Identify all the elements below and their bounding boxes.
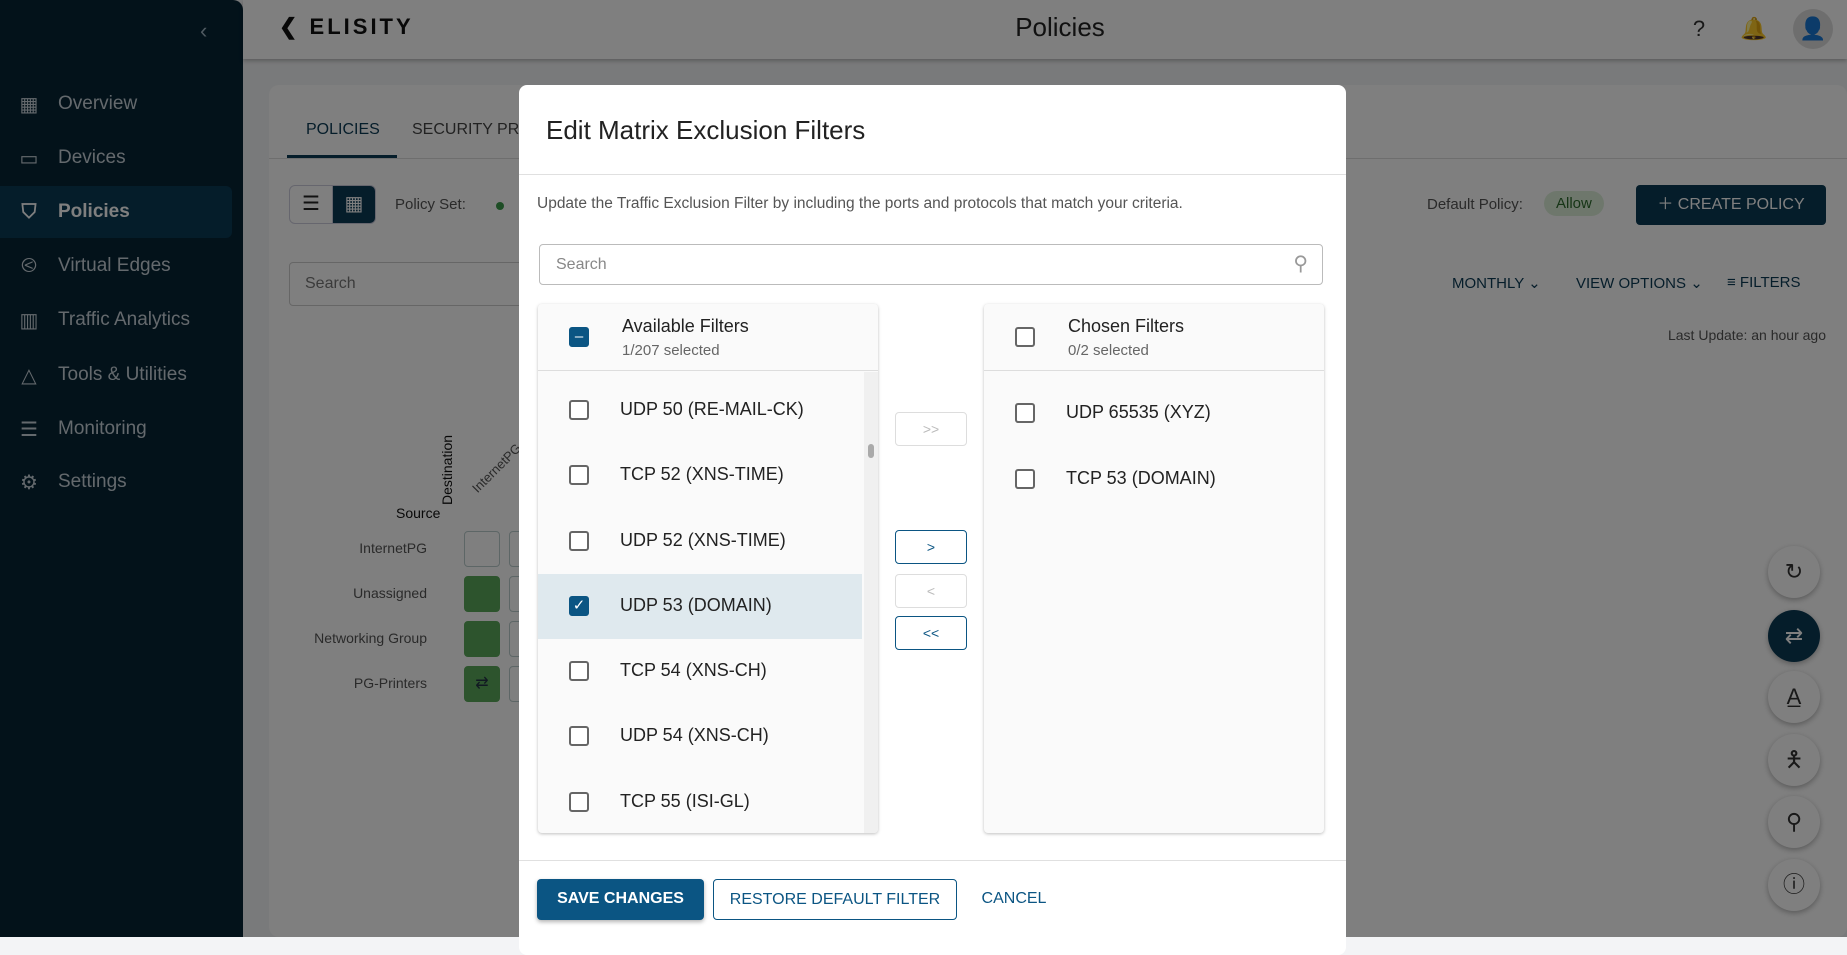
modal-title: Edit Matrix Exclusion Filters	[546, 115, 866, 145]
divider	[519, 860, 1346, 861]
restore-default-filter-button[interactable]: RESTORE DEFAULT FILTER	[713, 879, 957, 920]
available-selected-count: 1/207 selected	[622, 342, 720, 359]
cancel-button[interactable]: CANCEL	[981, 890, 1047, 907]
checkbox[interactable]	[1015, 403, 1035, 423]
list-item[interactable]: TCP 52 (XNS-TIME)	[538, 443, 862, 508]
search-icon: ⚲	[1293, 253, 1308, 275]
select-all-chosen-checkbox[interactable]	[1015, 327, 1035, 347]
list-item[interactable]: UDP 54 (XNS-CH)	[538, 704, 862, 769]
item-label: UDP 50 (RE-MAIL-CK)	[620, 399, 804, 419]
item-label: TCP 52 (XNS-TIME)	[620, 464, 784, 484]
item-label: UDP 54 (XNS-CH)	[620, 725, 769, 745]
checkbox[interactable]	[569, 792, 589, 812]
chosen-selected-count: 0/2 selected	[1068, 342, 1149, 359]
filter-search-input[interactable]: Search ⚲	[539, 244, 1323, 285]
list-item[interactable]: TCP 55 (ISI-GL)	[538, 770, 862, 833]
chosen-filters-panel: Chosen Filters 0/2 selected UDP 65535 (X…	[984, 304, 1324, 833]
scrollbar-track[interactable]	[864, 372, 878, 833]
chosen-filters-title: Chosen Filters	[1068, 316, 1185, 336]
save-changes-button[interactable]: SAVE CHANGES	[537, 879, 704, 920]
list-item[interactable]: UDP 50 (RE-MAIL-CK)	[538, 378, 862, 443]
item-label: TCP 54 (XNS-CH)	[620, 660, 767, 680]
move-left-button[interactable]: <	[895, 574, 967, 608]
list-item[interactable]: TCP 53 (DOMAIN)	[984, 447, 1308, 512]
available-filters-header: – Available Filters 1/207 selected	[538, 304, 878, 371]
checkbox[interactable]	[569, 400, 589, 420]
list-item[interactable]: TCP 54 (XNS-CH)	[538, 639, 862, 704]
modal-description: Update the Traffic Exclusion Filter by i…	[537, 195, 1183, 212]
divider	[519, 174, 1346, 175]
checkbox[interactable]	[569, 661, 589, 681]
checkbox[interactable]	[569, 726, 589, 746]
move-all-left-button[interactable]: <<	[895, 616, 967, 650]
item-label: UDP 53 (DOMAIN)	[620, 595, 772, 615]
scrollbar-thumb[interactable]	[868, 444, 874, 458]
item-label: UDP 52 (XNS-TIME)	[620, 530, 786, 550]
item-label: TCP 53 (DOMAIN)	[1066, 468, 1216, 488]
search-placeholder: Search	[556, 256, 607, 273]
move-all-right-button[interactable]: >>	[895, 412, 967, 446]
checkbox[interactable]	[569, 465, 589, 485]
chosen-filters-header: Chosen Filters 0/2 selected	[984, 304, 1324, 371]
move-right-button[interactable]: >	[895, 530, 967, 564]
list-item[interactable]: UDP 52 (XNS-TIME)	[538, 509, 862, 574]
select-all-available-checkbox[interactable]: –	[569, 327, 589, 347]
checkbox[interactable]	[1015, 469, 1035, 489]
checkbox[interactable]	[569, 531, 589, 551]
edit-exclusion-filters-modal: Edit Matrix Exclusion Filters Update the…	[519, 85, 1346, 955]
available-filters-title: Available Filters	[622, 316, 749, 336]
list-item-selected[interactable]: ✓ UDP 53 (DOMAIN)	[538, 574, 862, 639]
available-filters-panel: – Available Filters 1/207 selected UDP 5…	[538, 304, 878, 833]
checkbox-checked[interactable]: ✓	[569, 596, 589, 616]
list-item[interactable]: UDP 65535 (XYZ)	[984, 381, 1308, 446]
item-label: TCP 55 (ISI-GL)	[620, 791, 750, 811]
item-label: UDP 65535 (XYZ)	[1066, 402, 1211, 422]
